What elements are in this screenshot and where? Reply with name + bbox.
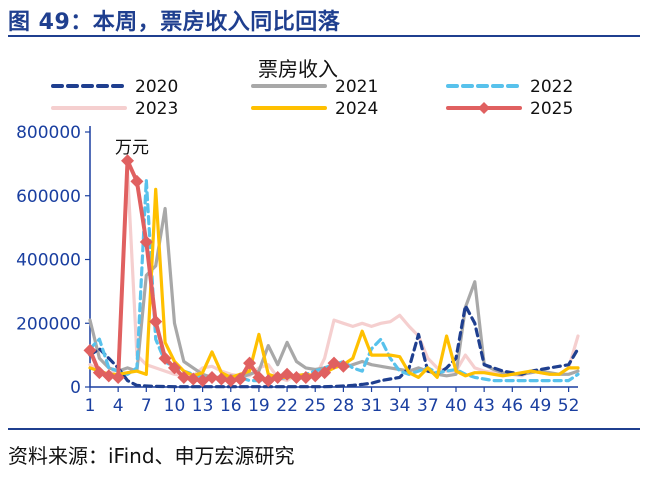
footer-rule: [8, 428, 640, 430]
series-line-2025: [88, 158, 346, 383]
data-point-2025: [318, 366, 332, 380]
x-tick-label: 10: [164, 396, 186, 416]
data-point-2025: [139, 235, 153, 249]
legend-label-2023: 2023: [135, 99, 178, 119]
x-tick-label: 13: [192, 396, 214, 416]
data-point-2025: [336, 359, 350, 373]
data-point-2025: [130, 174, 144, 188]
legend-label-2021: 2021: [335, 77, 378, 97]
title-rule: [8, 35, 640, 37]
y-tick-label: 400000: [16, 251, 81, 271]
y-tick-label: 200000: [16, 314, 81, 334]
x-tick-label: 28: [333, 396, 355, 416]
x-tick-label: 19: [248, 396, 270, 416]
data-point-2025: [233, 372, 247, 386]
figure-header: 图 49：本周，票房收入同比回落: [8, 0, 640, 38]
y-tick-label: 800000: [16, 123, 81, 143]
data-point-2025: [186, 372, 200, 386]
data-point-2025: [111, 370, 125, 384]
y-tick-label: 600000: [16, 187, 81, 207]
data-point-2025: [102, 369, 116, 383]
x-tick-label: 4: [113, 396, 124, 416]
x-tick-label: 16: [220, 396, 242, 416]
x-tick-label: 1: [85, 396, 96, 416]
x-tick-label: 40: [445, 396, 467, 416]
legend-marker-2025: [478, 102, 490, 114]
x-tick-label: 7: [141, 396, 152, 416]
x-tick-label: 34: [389, 396, 411, 416]
legend-label-2020: 2020: [135, 77, 178, 97]
legend-label-2022: 2022: [530, 77, 573, 97]
data-point-2025: [214, 372, 228, 386]
chart: 票房收入 2020 2021 2022 2023 2024 2025 0 200000 400…: [16, 57, 580, 416]
plot-area: [83, 154, 580, 389]
axes: 0 200000 400000 600000 800000 1 4 7 10 13 16 19 22 25…: [16, 123, 579, 416]
data-point-2025: [177, 370, 191, 384]
x-tick-label: 46: [501, 396, 523, 416]
data-point-2025: [224, 374, 238, 388]
data-point-2025: [83, 343, 97, 357]
unit-label: 万元: [115, 138, 149, 158]
data-point-2025: [205, 370, 219, 384]
series-line-2020: [88, 304, 580, 389]
x-tick-label: 43: [473, 396, 495, 416]
y-tick-label: 0: [70, 378, 81, 398]
data-point-2025: [121, 154, 135, 168]
data-point-2025: [299, 370, 313, 384]
x-tick-label: 37: [417, 396, 439, 416]
legend: 2020 2021 2022 2023 2024 2025: [51, 77, 573, 119]
data-point-2025: [149, 315, 163, 329]
x-tick-label: 49: [530, 396, 552, 416]
x-tick-label: 25: [304, 396, 326, 416]
data-point-2025: [167, 361, 181, 375]
x-tick-label: 22: [276, 396, 298, 416]
x-tick-label: 52: [558, 396, 580, 416]
source-note: 资料来源：iFind、申万宏源研究: [8, 444, 295, 468]
data-point-2025: [289, 370, 303, 384]
data-point-2025: [243, 356, 257, 370]
x-tick-label: 31: [361, 396, 383, 416]
legend-label-2025: 2025: [530, 99, 573, 119]
chart-title: 票房收入: [258, 57, 338, 81]
data-point-2025: [158, 351, 172, 365]
figure-title: 图 49：本周，票房收入同比回落: [8, 10, 341, 35]
legend-label-2024: 2024: [335, 99, 378, 119]
